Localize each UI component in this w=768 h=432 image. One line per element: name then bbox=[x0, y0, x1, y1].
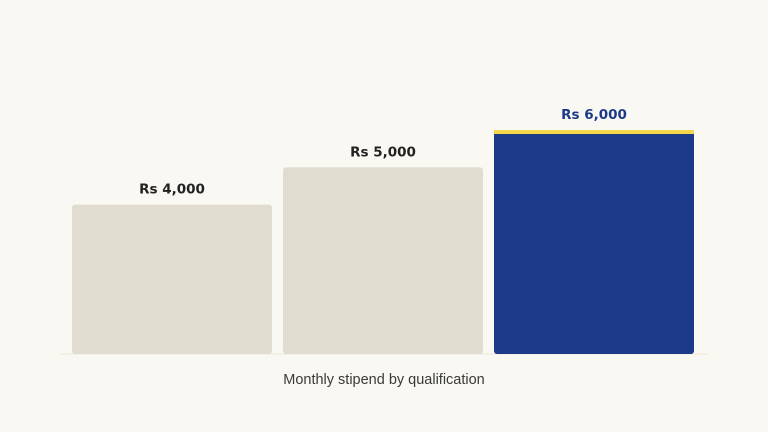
highlight-accent-strip bbox=[494, 130, 694, 134]
chart-caption: Monthly stipend by qualification bbox=[283, 372, 485, 388]
value-label-1: Rs 4,000 bbox=[139, 182, 205, 198]
bars-group bbox=[72, 130, 694, 354]
bar-3 bbox=[494, 130, 694, 354]
bar-1 bbox=[72, 204, 272, 354]
value-label-3: Rs 6,000 bbox=[561, 107, 627, 123]
value-labels-group: Rs 4,000 Rs 5,000 Rs 6,000 bbox=[139, 107, 627, 198]
value-label-2: Rs 5,000 bbox=[350, 144, 416, 160]
bar-2 bbox=[283, 167, 483, 354]
